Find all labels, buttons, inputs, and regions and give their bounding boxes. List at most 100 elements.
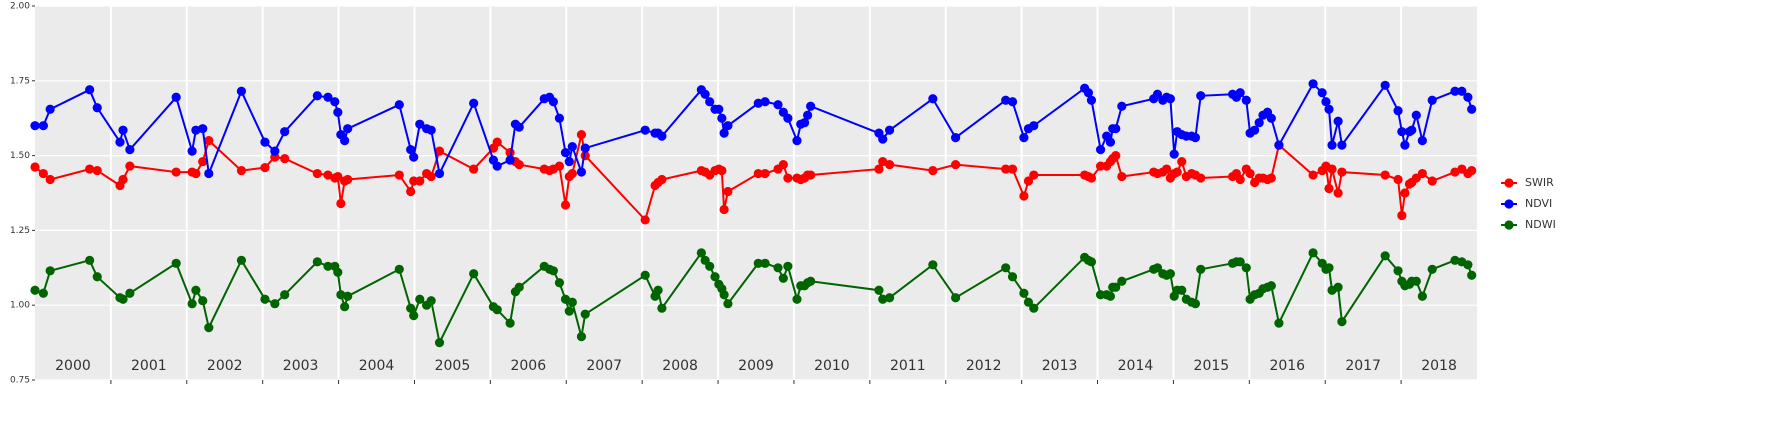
y-tick-label: 1.75 [10,76,30,86]
point [560,200,571,210]
point [928,94,938,104]
point [1380,170,1390,180]
point [723,299,733,309]
point [260,294,270,304]
point [514,159,524,170]
point [753,98,763,108]
year-label: 2016 [1269,358,1305,374]
point [426,171,436,182]
point [1083,88,1094,98]
point [576,332,587,342]
point [560,148,571,158]
point [1327,140,1337,150]
point [492,137,502,147]
point [1337,167,1347,177]
point [1400,140,1410,150]
legend-label: NDWI [1525,218,1556,231]
point [1111,282,1121,292]
point [394,100,404,110]
point [1417,291,1427,301]
point [1274,140,1284,150]
point [505,318,515,328]
point [760,168,770,179]
point [1427,95,1437,105]
point [567,142,577,152]
point [1086,173,1097,183]
point [85,255,95,265]
point [792,294,802,304]
year-label: 2015 [1194,358,1230,374]
point [85,85,95,95]
year-label: 2011 [890,358,926,374]
year-label: 2000 [55,358,91,374]
y-tick-label: 1.25 [10,226,30,236]
legend-label: SWIR [1525,176,1554,189]
point [312,257,322,267]
point [1023,176,1034,186]
point [928,165,938,176]
point [118,125,128,135]
point [760,97,770,107]
point [1308,170,1318,180]
point [806,276,816,286]
point [1411,276,1421,286]
point [333,107,343,117]
point [343,174,353,185]
year-label: 2012 [966,358,1002,374]
point [1111,124,1121,134]
point [564,156,574,167]
point [1333,116,1343,126]
point [236,86,247,96]
point [1196,264,1206,274]
point [434,146,445,156]
point [657,131,667,141]
point [1086,257,1097,267]
point [705,97,715,107]
point [1241,263,1251,273]
point [514,122,524,132]
point [394,170,404,180]
point [198,124,208,134]
point [336,290,346,300]
point [312,91,322,101]
y-tick-label: 2.00 [10,2,30,12]
point [323,261,333,271]
point [1177,156,1187,167]
year-label: 2013 [1042,358,1078,374]
point [783,173,793,183]
point [38,288,48,298]
point [198,296,208,306]
year-label: 2002 [207,358,243,374]
point [783,261,793,271]
y-tick-label: 1.00 [10,301,30,311]
point [1380,251,1390,261]
point [1321,97,1331,107]
point [38,121,48,131]
point [773,100,783,110]
point [1397,127,1407,137]
point [806,101,816,111]
point [336,198,346,209]
point [951,133,961,143]
point [705,261,715,271]
point [1393,266,1403,276]
point [567,297,577,307]
point [514,282,524,292]
point [333,267,343,277]
point [406,303,416,313]
point [773,263,783,273]
year-label: 2010 [814,358,850,374]
point [187,146,197,156]
point [1029,121,1039,131]
point [928,260,938,270]
point [1019,133,1029,143]
point [333,171,343,182]
point [1266,281,1276,291]
point [1190,133,1201,143]
point [260,162,270,173]
point [115,137,125,147]
point [576,167,587,177]
point [1266,173,1276,183]
point [1152,89,1163,99]
point [719,290,729,300]
